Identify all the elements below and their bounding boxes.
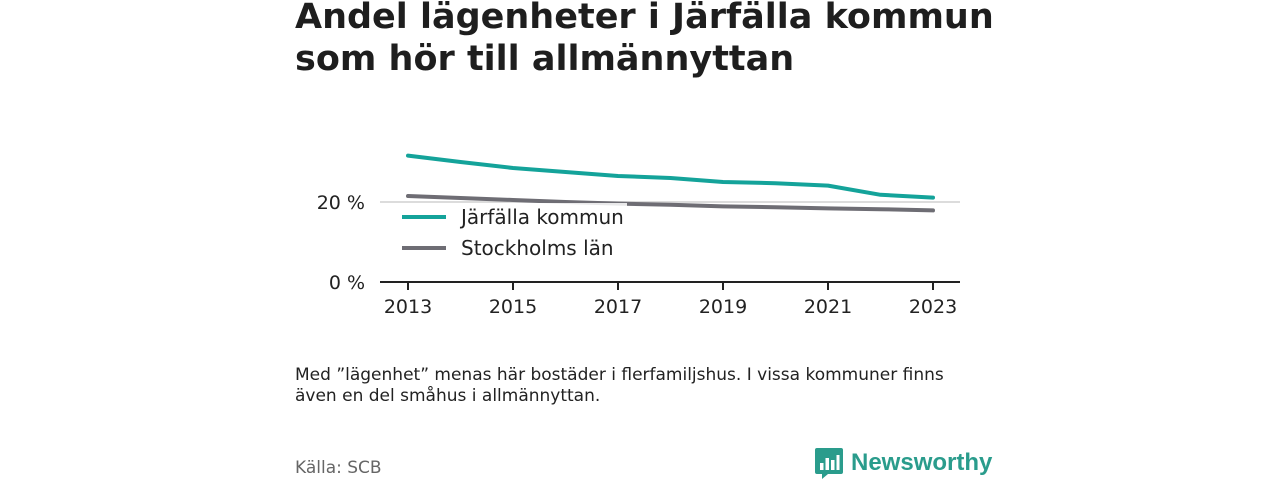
x-tick-label-5: 2023 [909, 296, 957, 318]
legend-background [392, 203, 627, 265]
newsworthy-logo: Newsworthy [814, 446, 992, 480]
x-tick-label-3: 2019 [699, 296, 747, 318]
x-tick-label-0: 2013 [384, 296, 432, 318]
x-tick-label-1: 2015 [489, 296, 537, 318]
brand-name: Newsworthy [851, 449, 993, 476]
y-tick-label-0: 0 % [329, 272, 365, 294]
x-tick-label-2: 2017 [594, 296, 642, 318]
footnote: Med ”lägenhet” menas här bostäder i fler… [295, 365, 944, 406]
chart-title: Andel lägenheter i Järfälla kommun som h… [295, 0, 995, 80]
title-line-2: som hör till allmännyttan [295, 39, 795, 79]
x-tick-label-4: 2021 [804, 296, 852, 318]
legend-label-1: Stockholms län [461, 236, 614, 260]
source-label: Källa: SCB [295, 458, 382, 478]
series-line-0 [406, 153, 935, 200]
newsworthy-logo-icon [815, 448, 843, 479]
legend-label-0: Järfälla kommun [459, 205, 624, 229]
title-line-1: Andel lägenheter i Järfälla kommun [295, 0, 994, 37]
y-tick-label-1: 20 % [317, 192, 365, 214]
series-line-1 [406, 194, 935, 213]
